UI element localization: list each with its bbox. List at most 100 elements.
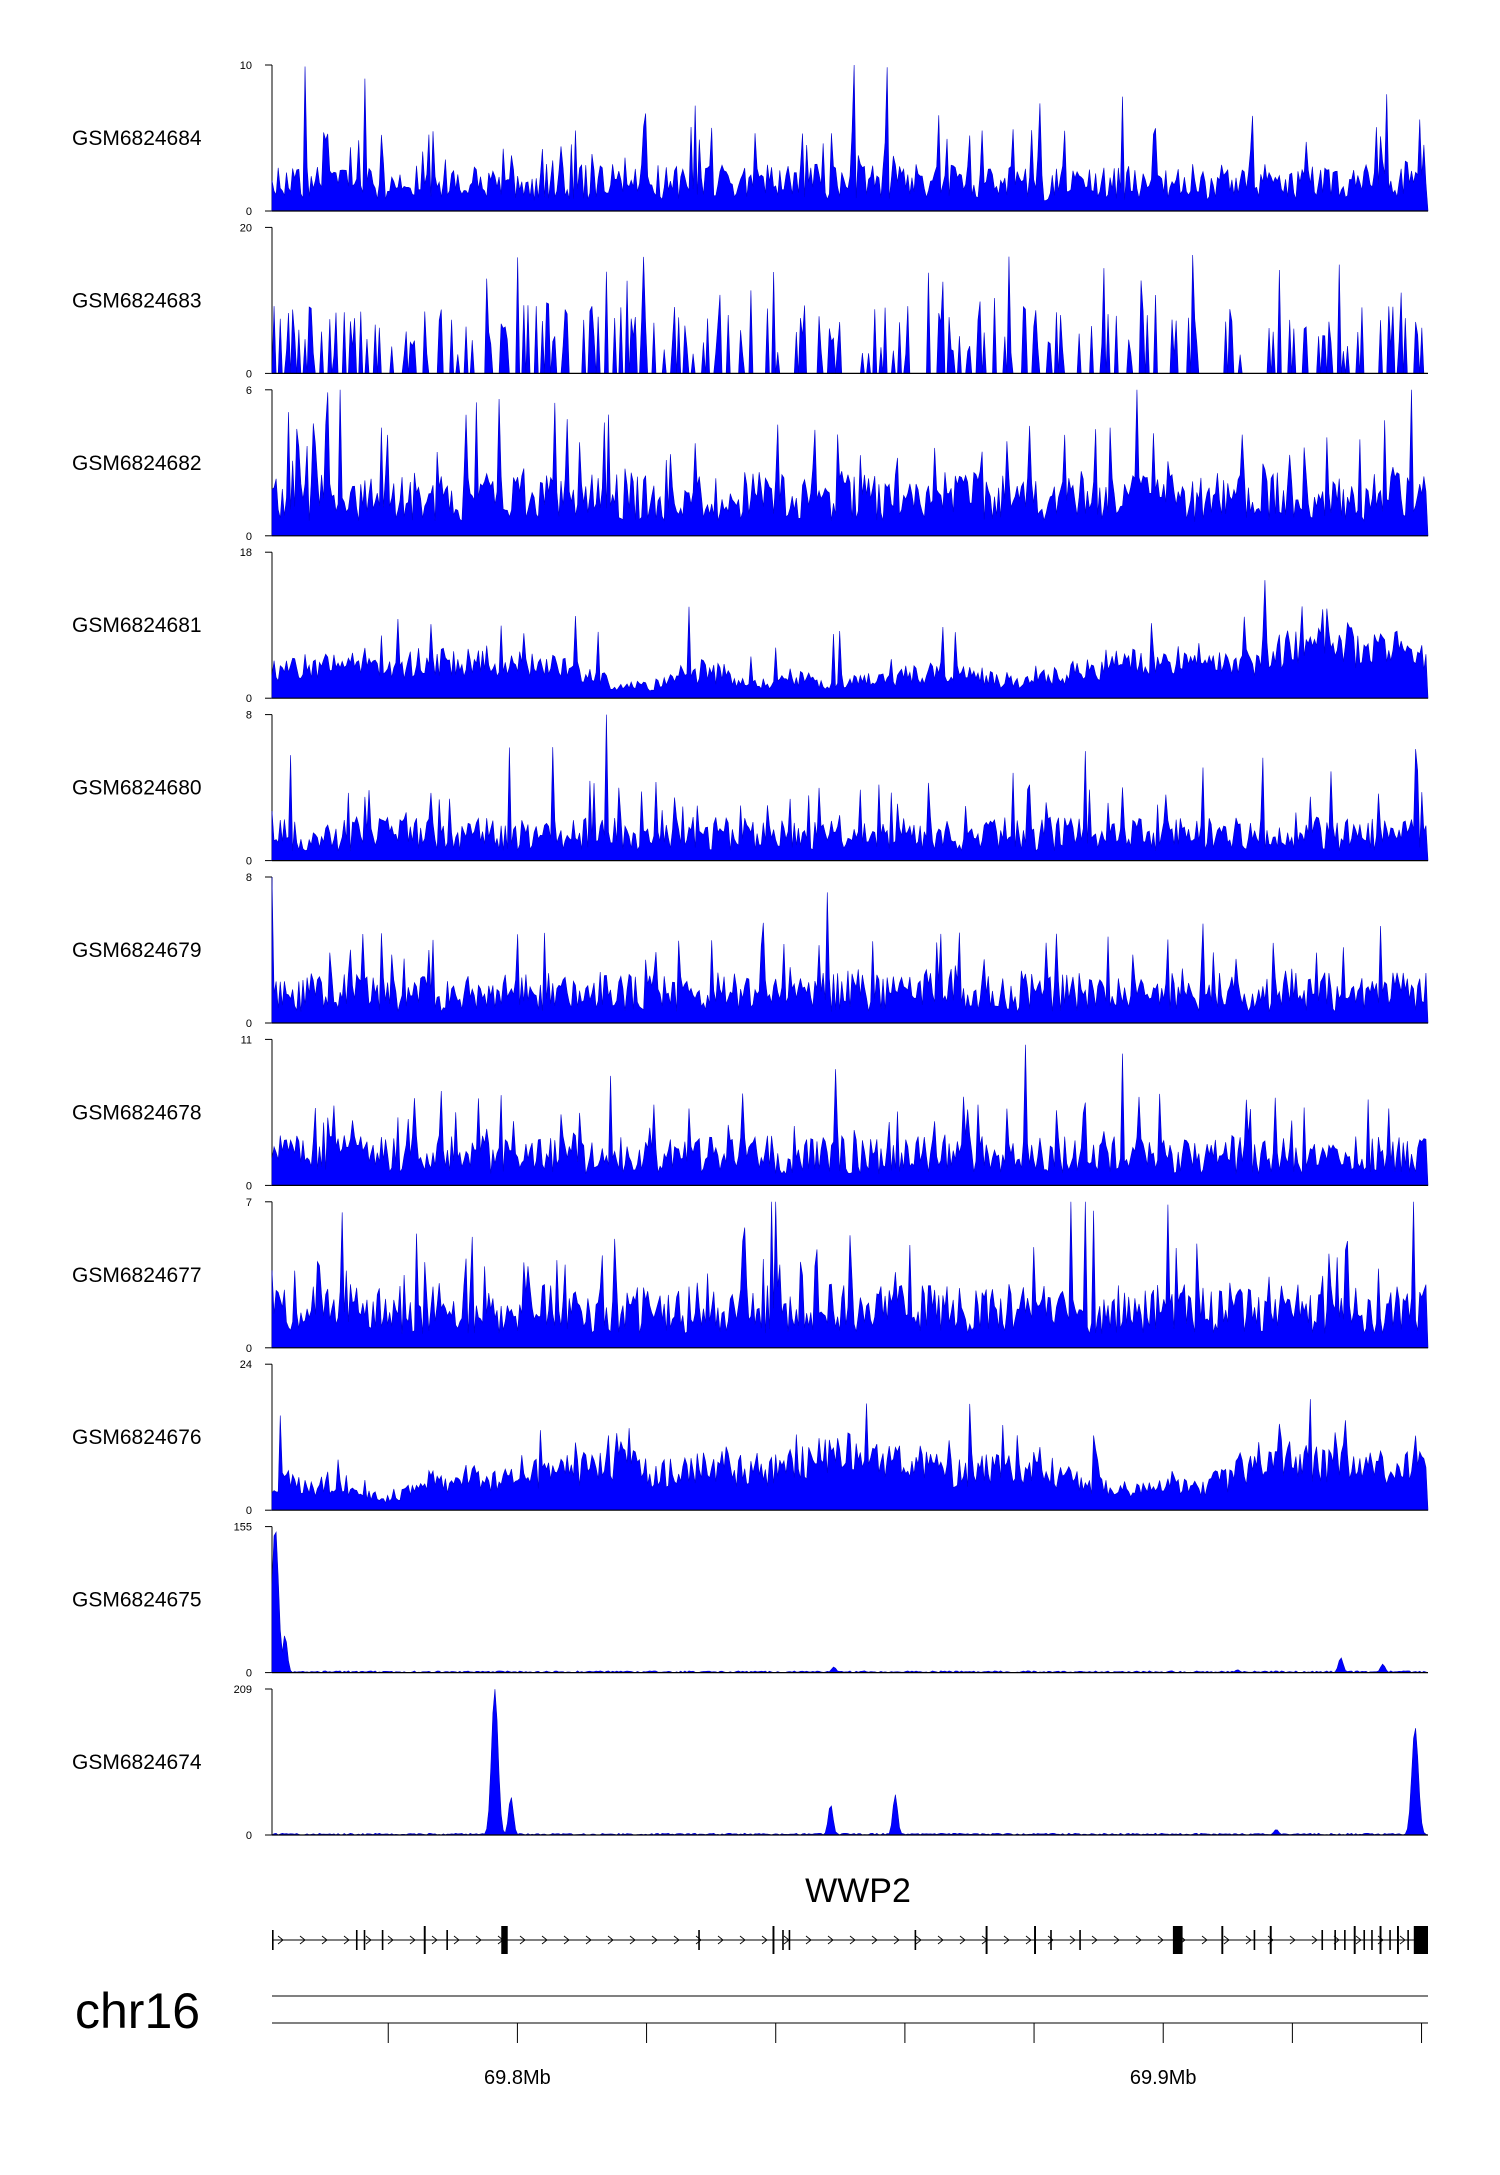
- track-name-label: GSM6824679: [72, 939, 202, 962]
- coverage-area: [271, 580, 1429, 699]
- track-name-label: GSM6824678: [72, 1101, 202, 1124]
- strand-arrow: [717, 1935, 724, 1945]
- strand-arrow: [387, 1935, 394, 1945]
- exon: [363, 1930, 366, 1950]
- track-name-label: GSM6824676: [72, 1426, 202, 1449]
- exon: [788, 1930, 791, 1950]
- y-tick-label-max: 18: [240, 547, 252, 559]
- strand-arrow: [519, 1935, 526, 1945]
- strand-arrow: [541, 1935, 548, 1945]
- strand-arrow: [893, 1935, 900, 1945]
- strand-arrow: [409, 1935, 416, 1945]
- coverage-area: [271, 876, 1429, 1024]
- strand-arrow: [1399, 1935, 1406, 1945]
- y-tick-label-max: 8: [246, 710, 252, 722]
- strand-arrow: [959, 1935, 966, 1945]
- genome-axis-tick-label: 69.8Mb: [484, 2067, 551, 2089]
- track-name-label: GSM6824677: [72, 1264, 202, 1287]
- track-name-label: GSM6824684: [72, 127, 202, 150]
- exon: [698, 1930, 700, 1950]
- y-tick-label-max: 155: [234, 1522, 252, 1534]
- y-tick-label-max: 20: [240, 222, 252, 234]
- track-name-label: GSM6824681: [72, 614, 202, 637]
- exon: [272, 1930, 274, 1950]
- exon: [1413, 1926, 1428, 1954]
- genome-axis: 69.8Mb 69.9Mb: [387, 2023, 1423, 2089]
- exon: [501, 1926, 508, 1954]
- coverage-area: [271, 389, 1429, 537]
- exon: [423, 1926, 426, 1954]
- y-tick-label-min: 0: [246, 1180, 252, 1192]
- strand-arrow: [1113, 1935, 1120, 1945]
- exon: [1334, 1930, 1336, 1950]
- strand-arrow: [695, 1935, 702, 1945]
- exon: [1407, 1930, 1409, 1950]
- y-tick-label-max: 24: [240, 1359, 252, 1371]
- coverage-area: [271, 1399, 1429, 1511]
- track-GSM6824675: GSM6824675 155 0: [72, 1522, 1429, 1680]
- strand-arrow: [607, 1935, 614, 1945]
- track-GSM6824679: GSM6824679 8 0: [72, 872, 1429, 1030]
- exon: [1034, 1926, 1036, 1954]
- track-GSM6824678: GSM6824678 11 0: [72, 1034, 1429, 1192]
- exon: [1079, 1930, 1081, 1950]
- coverage-area: [271, 714, 1429, 861]
- y-tick-label-min: 0: [246, 856, 252, 868]
- chromosome-label: chr16: [75, 1983, 200, 2039]
- strand-arrow: [1047, 1935, 1054, 1945]
- track-name-label: GSM6824683: [72, 289, 202, 312]
- track-GSM6824677: GSM6824677 7 0: [72, 1197, 1429, 1355]
- strand-arrow: [761, 1935, 768, 1945]
- strand-arrow: [431, 1935, 438, 1945]
- strand-arrow: [343, 1935, 350, 1945]
- strand-arrow: [365, 1935, 372, 1945]
- strand-arrow: [563, 1935, 570, 1945]
- strand-arrow: [651, 1935, 658, 1945]
- strand-arrow: [915, 1935, 922, 1945]
- coverage-area: [271, 1689, 1429, 1836]
- y-tick-label-min: 0: [246, 1018, 252, 1030]
- exon: [1172, 1926, 1183, 1954]
- y-tick-label-min: 0: [246, 1343, 252, 1355]
- track-name-label: GSM6824682: [72, 452, 202, 475]
- strand-arrow: [585, 1935, 592, 1945]
- strand-arrow: [827, 1935, 834, 1945]
- y-tick-label-min: 0: [246, 206, 252, 218]
- gene-label: WWP2: [805, 1872, 911, 1910]
- strand-arrow: [321, 1935, 328, 1945]
- genome-axis-tick-label: 69.9Mb: [1130, 2067, 1197, 2089]
- y-tick-label-max: 8: [246, 872, 252, 884]
- strand-arrow: [1135, 1935, 1142, 1945]
- exon: [1389, 1930, 1391, 1950]
- strand-arrow: [849, 1935, 856, 1945]
- coverage-area: [271, 1531, 1429, 1673]
- exon: [1353, 1926, 1356, 1954]
- coverage-area: [271, 1044, 1429, 1186]
- track-GSM6824680: GSM6824680 8 0: [72, 710, 1429, 868]
- strand-arrow: [1069, 1935, 1076, 1945]
- exon: [1253, 1930, 1256, 1950]
- track-GSM6824676: GSM6824676 24 0: [72, 1359, 1429, 1517]
- exon: [1379, 1926, 1382, 1954]
- strand-arrow: [937, 1935, 944, 1945]
- exon: [782, 1930, 784, 1950]
- strand-arrow: [871, 1935, 878, 1945]
- track-name-label: GSM6824674: [72, 1751, 202, 1774]
- exon: [446, 1930, 448, 1950]
- strand-arrow: [1355, 1935, 1362, 1945]
- y-tick-label-min: 0: [246, 368, 252, 380]
- exon: [1397, 1926, 1399, 1954]
- exon: [1321, 1930, 1324, 1950]
- gene-model-WWP2: WWP2: [272, 1872, 1428, 1954]
- exon: [1371, 1930, 1373, 1950]
- exon: [355, 1930, 358, 1950]
- track-GSM6824683: GSM6824683 20 0: [72, 222, 1428, 380]
- exon: [1344, 1930, 1346, 1950]
- exon: [914, 1930, 917, 1950]
- strand-arrow: [1245, 1935, 1252, 1945]
- strand-arrow: [673, 1935, 680, 1945]
- strand-arrow: [1025, 1935, 1032, 1945]
- y-tick-label-min: 0: [246, 693, 252, 705]
- y-tick-label-max: 11: [241, 1034, 252, 1046]
- strand-arrow: [453, 1935, 460, 1945]
